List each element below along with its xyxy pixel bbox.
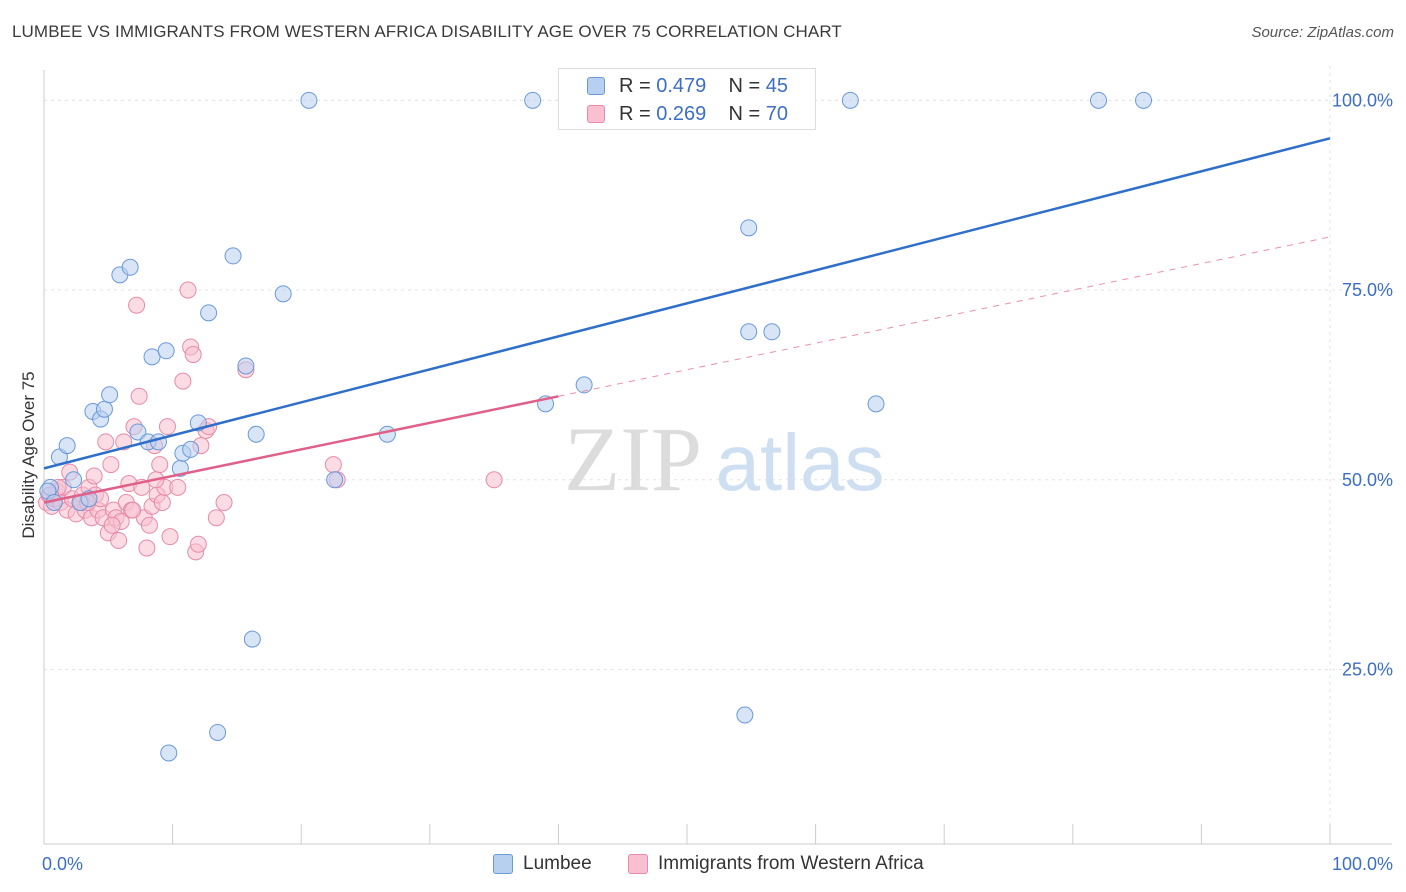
lumbee-point-17 xyxy=(160,744,178,762)
lumbee-point-9 xyxy=(101,386,119,404)
immigrants-point-62 xyxy=(485,471,503,489)
lumbee-point-3 xyxy=(65,471,83,489)
immigrants-point-47 xyxy=(169,478,187,496)
lumbee-point-14 xyxy=(143,348,161,366)
lumbee-point-30 xyxy=(326,471,344,489)
lumbee-point-41 xyxy=(1090,91,1108,109)
lumbee-point-39 xyxy=(841,91,859,109)
lumbee-trend-line-0 xyxy=(43,137,1331,470)
lumbee-point-23 xyxy=(209,723,227,741)
legend-lumbee-r-value: 0.479 xyxy=(656,74,707,97)
immigrants-point-66 xyxy=(124,501,142,519)
x-tick-label-max: 100.0% xyxy=(1332,854,1393,874)
lumbee-point-28 xyxy=(274,285,292,303)
lumbee-point-27 xyxy=(247,425,265,443)
lumbee-point-15 xyxy=(149,433,167,451)
lumbee-point-8 xyxy=(95,400,113,418)
zipatlas-watermark: ZIP atlas xyxy=(564,408,884,510)
immigrants-point-58 xyxy=(215,494,233,512)
legend-immigrants-r-value: 0.269 xyxy=(656,102,707,125)
immigrants-point-57 xyxy=(207,509,225,527)
lumbee-point-32 xyxy=(524,91,542,109)
immigrants-point-45 xyxy=(158,418,176,436)
lumbee-point-36 xyxy=(740,219,758,237)
lumbee-point-34 xyxy=(575,376,593,394)
legend-immigrants-r-label: R = xyxy=(619,102,651,125)
lumbee-point-22 xyxy=(200,304,218,322)
legend-immigrants-swatch xyxy=(587,105,605,123)
watermark-zip: ZIP xyxy=(564,408,702,510)
immigrants-point-23 xyxy=(102,456,120,474)
y-tick-label-3: 100.0% xyxy=(1332,90,1393,110)
bottom-legend-lumbee-swatch xyxy=(493,854,513,874)
lumbee-point-26 xyxy=(243,630,261,648)
chart-title: LUMBEE VS IMMIGRANTS FROM WESTERN AFRICA… xyxy=(12,22,842,41)
immigrants-point-51 xyxy=(184,346,202,364)
immigrants-point-16 xyxy=(85,467,103,485)
axes xyxy=(43,70,1392,845)
lumbee-point-42 xyxy=(1135,91,1153,109)
bottom-legend-lumbee-label: Lumbee xyxy=(523,853,592,874)
y-tick-label-0: 25.0% xyxy=(1342,659,1393,679)
immigrants-point-37 xyxy=(138,539,156,557)
immigrants-point-42 xyxy=(151,456,169,474)
lumbee-point-25 xyxy=(237,357,255,375)
lumbee-point-35 xyxy=(736,706,754,724)
bottom-legend-immigrants-swatch xyxy=(628,854,648,874)
source-label: Source: ZipAtlas.com xyxy=(1251,24,1394,41)
y-axis-label: Disability Age Over 75 xyxy=(19,371,38,538)
legend-immigrants-n-label: N = xyxy=(728,102,761,125)
immigrants-point-26 xyxy=(110,531,128,549)
immigrants-point-21 xyxy=(97,433,115,451)
immigrants-point-48 xyxy=(174,372,192,390)
legend-lumbee-row: R = 0.479 N = 45 xyxy=(619,74,788,98)
immigrants-point-65 xyxy=(103,516,121,534)
lumbee-point-24 xyxy=(224,247,242,265)
trend-lines xyxy=(43,137,1331,504)
lumbee-point-16 xyxy=(157,342,175,360)
bottom-legend-lumbee: Lumbee xyxy=(493,852,592,876)
legend-immigrants-n-value: 70 xyxy=(765,102,789,125)
immigrants-point-34 xyxy=(130,387,148,405)
immigrants-point-49 xyxy=(179,281,197,299)
immigrants-trend-line-2 xyxy=(558,236,1331,397)
lumbee-point-20 xyxy=(182,440,200,458)
immigrants-point-43 xyxy=(153,494,171,512)
immigrants-point-33 xyxy=(128,296,146,314)
bottom-legend-immigrants: Immigrants from Western Africa xyxy=(628,852,924,876)
lumbee-point-12 xyxy=(129,423,147,441)
lumbee-point-11 xyxy=(121,258,139,276)
legend-lumbee-n-value: 45 xyxy=(765,74,789,97)
immigrants-point-60 xyxy=(324,456,342,474)
y-tick-label-2: 75.0% xyxy=(1342,280,1393,300)
legend-immigrants-row: R = 0.269 N = 70 xyxy=(619,102,788,126)
lumbee-point-29 xyxy=(300,91,318,109)
legend-lumbee-swatch xyxy=(587,77,605,95)
series-lumbee-points xyxy=(39,91,1153,762)
correlation-legend: R = 0.479 N = 45 R = 0.269 N = 70 xyxy=(558,68,816,130)
lumbee-point-31 xyxy=(378,425,396,443)
bottom-legend-immigrants-label: Immigrants from Western Africa xyxy=(658,853,924,874)
lumbee-point-40 xyxy=(867,395,885,413)
legend-lumbee-n-label: N = xyxy=(728,74,761,97)
legend-lumbee-r-label: R = xyxy=(619,74,651,97)
immigrants-point-46 xyxy=(161,528,179,546)
y-tick-label-1: 50.0% xyxy=(1342,470,1393,490)
immigrants-trend-line-1 xyxy=(43,395,559,504)
watermark-atlas: atlas xyxy=(716,418,885,507)
immigrants-point-38 xyxy=(140,516,158,534)
lumbee-point-37 xyxy=(740,323,758,341)
lumbee-point-38 xyxy=(763,323,781,341)
immigrants-point-53 xyxy=(189,535,207,553)
lumbee-point-2 xyxy=(58,437,76,455)
x-tick-label-min: 0.0% xyxy=(42,854,83,874)
tick-labels: 25.0% 50.0% 75.0% 100.0% 0.0% 100.0% xyxy=(42,90,1393,874)
